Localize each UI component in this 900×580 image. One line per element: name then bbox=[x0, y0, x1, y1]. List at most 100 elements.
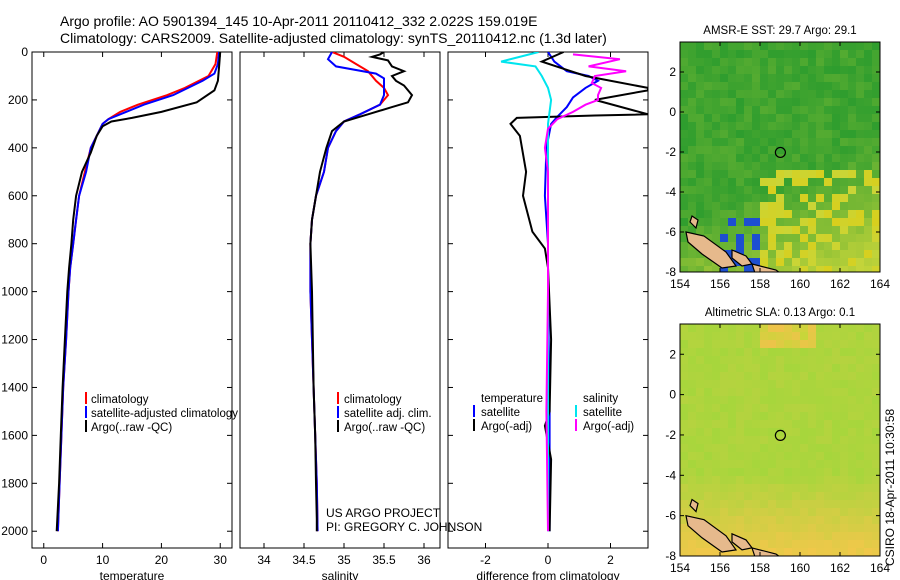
map-cell bbox=[680, 324, 689, 333]
map-cell bbox=[816, 532, 825, 541]
map-cell bbox=[864, 42, 873, 51]
map-cell bbox=[872, 226, 880, 235]
map-cell bbox=[832, 66, 841, 75]
map-cell bbox=[792, 258, 801, 267]
map-cell bbox=[776, 388, 785, 397]
map-cell bbox=[688, 404, 697, 413]
map-cell bbox=[816, 460, 825, 469]
map-cell bbox=[696, 186, 705, 195]
map-cell bbox=[688, 348, 697, 357]
map-cell bbox=[752, 58, 761, 67]
map-cell bbox=[848, 234, 857, 243]
map-cell bbox=[840, 74, 849, 83]
map-cell bbox=[720, 404, 729, 413]
map-cell bbox=[832, 548, 841, 556]
map-cell bbox=[712, 452, 721, 461]
map-cell bbox=[840, 170, 849, 179]
map-cell bbox=[816, 540, 825, 549]
map-cell bbox=[752, 420, 761, 429]
map-cell bbox=[752, 436, 761, 445]
map-cell bbox=[856, 130, 865, 139]
map-cell bbox=[856, 202, 865, 211]
map-cell bbox=[712, 170, 721, 179]
y-tick-label: 1600 bbox=[1, 428, 28, 442]
map-cell bbox=[864, 396, 873, 405]
map-cell bbox=[848, 162, 857, 171]
map-cell bbox=[744, 356, 753, 365]
map-cell bbox=[760, 194, 769, 203]
map-cell bbox=[696, 266, 705, 272]
map-cell bbox=[680, 348, 689, 357]
map-cell bbox=[840, 516, 849, 525]
map-cell bbox=[824, 332, 833, 341]
map-cell bbox=[744, 66, 753, 75]
map-cell bbox=[736, 372, 745, 381]
map-cell bbox=[856, 436, 865, 445]
map-cell bbox=[728, 524, 737, 533]
map-cell bbox=[768, 138, 777, 147]
map-cell bbox=[680, 242, 689, 251]
map-cell bbox=[784, 258, 793, 267]
y-tick-label: -2 bbox=[665, 428, 676, 442]
map-cell bbox=[768, 516, 777, 525]
map-cell bbox=[744, 500, 753, 509]
map-cell bbox=[728, 266, 737, 272]
map-cell bbox=[768, 170, 777, 179]
map-cell bbox=[824, 226, 833, 235]
map-cell bbox=[864, 250, 873, 259]
map-cell bbox=[768, 348, 777, 357]
map-cell bbox=[752, 146, 761, 155]
map-cell bbox=[752, 242, 761, 251]
map-cell bbox=[848, 138, 857, 147]
map-cell bbox=[856, 114, 865, 123]
map-cell bbox=[848, 532, 857, 541]
map-cell bbox=[816, 50, 825, 59]
map-cell bbox=[792, 420, 801, 429]
map-cell bbox=[832, 42, 841, 51]
map-cell bbox=[736, 444, 745, 453]
map-cell bbox=[800, 492, 809, 501]
map-cell bbox=[728, 42, 737, 51]
map-cell bbox=[872, 82, 880, 91]
map-cell bbox=[696, 540, 705, 549]
map-cell bbox=[864, 162, 873, 171]
map-cell bbox=[712, 468, 721, 477]
map-cell bbox=[784, 540, 793, 549]
map-cell bbox=[824, 66, 833, 75]
map-cell bbox=[704, 444, 713, 453]
map-cell bbox=[776, 258, 785, 267]
map-cell bbox=[776, 234, 785, 243]
map-cell bbox=[824, 154, 833, 163]
map-cell bbox=[792, 266, 801, 272]
map-cell bbox=[752, 122, 761, 131]
map-cell bbox=[784, 508, 793, 517]
map-cell bbox=[752, 380, 761, 389]
map-cell bbox=[768, 436, 777, 445]
map-cell bbox=[856, 178, 865, 187]
map-cell bbox=[760, 226, 769, 235]
map-cell bbox=[856, 324, 865, 333]
map-cell bbox=[696, 380, 705, 389]
map-cell bbox=[736, 492, 745, 501]
map-cell bbox=[840, 90, 849, 99]
map-cell bbox=[848, 202, 857, 211]
map-cell bbox=[776, 332, 785, 341]
map-cell bbox=[832, 226, 841, 235]
map-cell bbox=[776, 178, 785, 187]
map-cell bbox=[688, 364, 697, 373]
map-cell bbox=[856, 428, 865, 437]
map-cell bbox=[760, 42, 769, 51]
map-cell bbox=[736, 340, 745, 349]
map-cell bbox=[744, 202, 753, 211]
map-cell bbox=[864, 114, 873, 123]
map-cell bbox=[800, 178, 809, 187]
map-cell bbox=[848, 396, 857, 405]
map-cell bbox=[872, 202, 880, 211]
map-cell bbox=[704, 194, 713, 203]
map-cell bbox=[696, 444, 705, 453]
map-cell bbox=[816, 396, 825, 405]
map-cell bbox=[768, 242, 777, 251]
map-cell bbox=[768, 492, 777, 501]
map-cell bbox=[824, 380, 833, 389]
map-cell bbox=[792, 106, 801, 115]
